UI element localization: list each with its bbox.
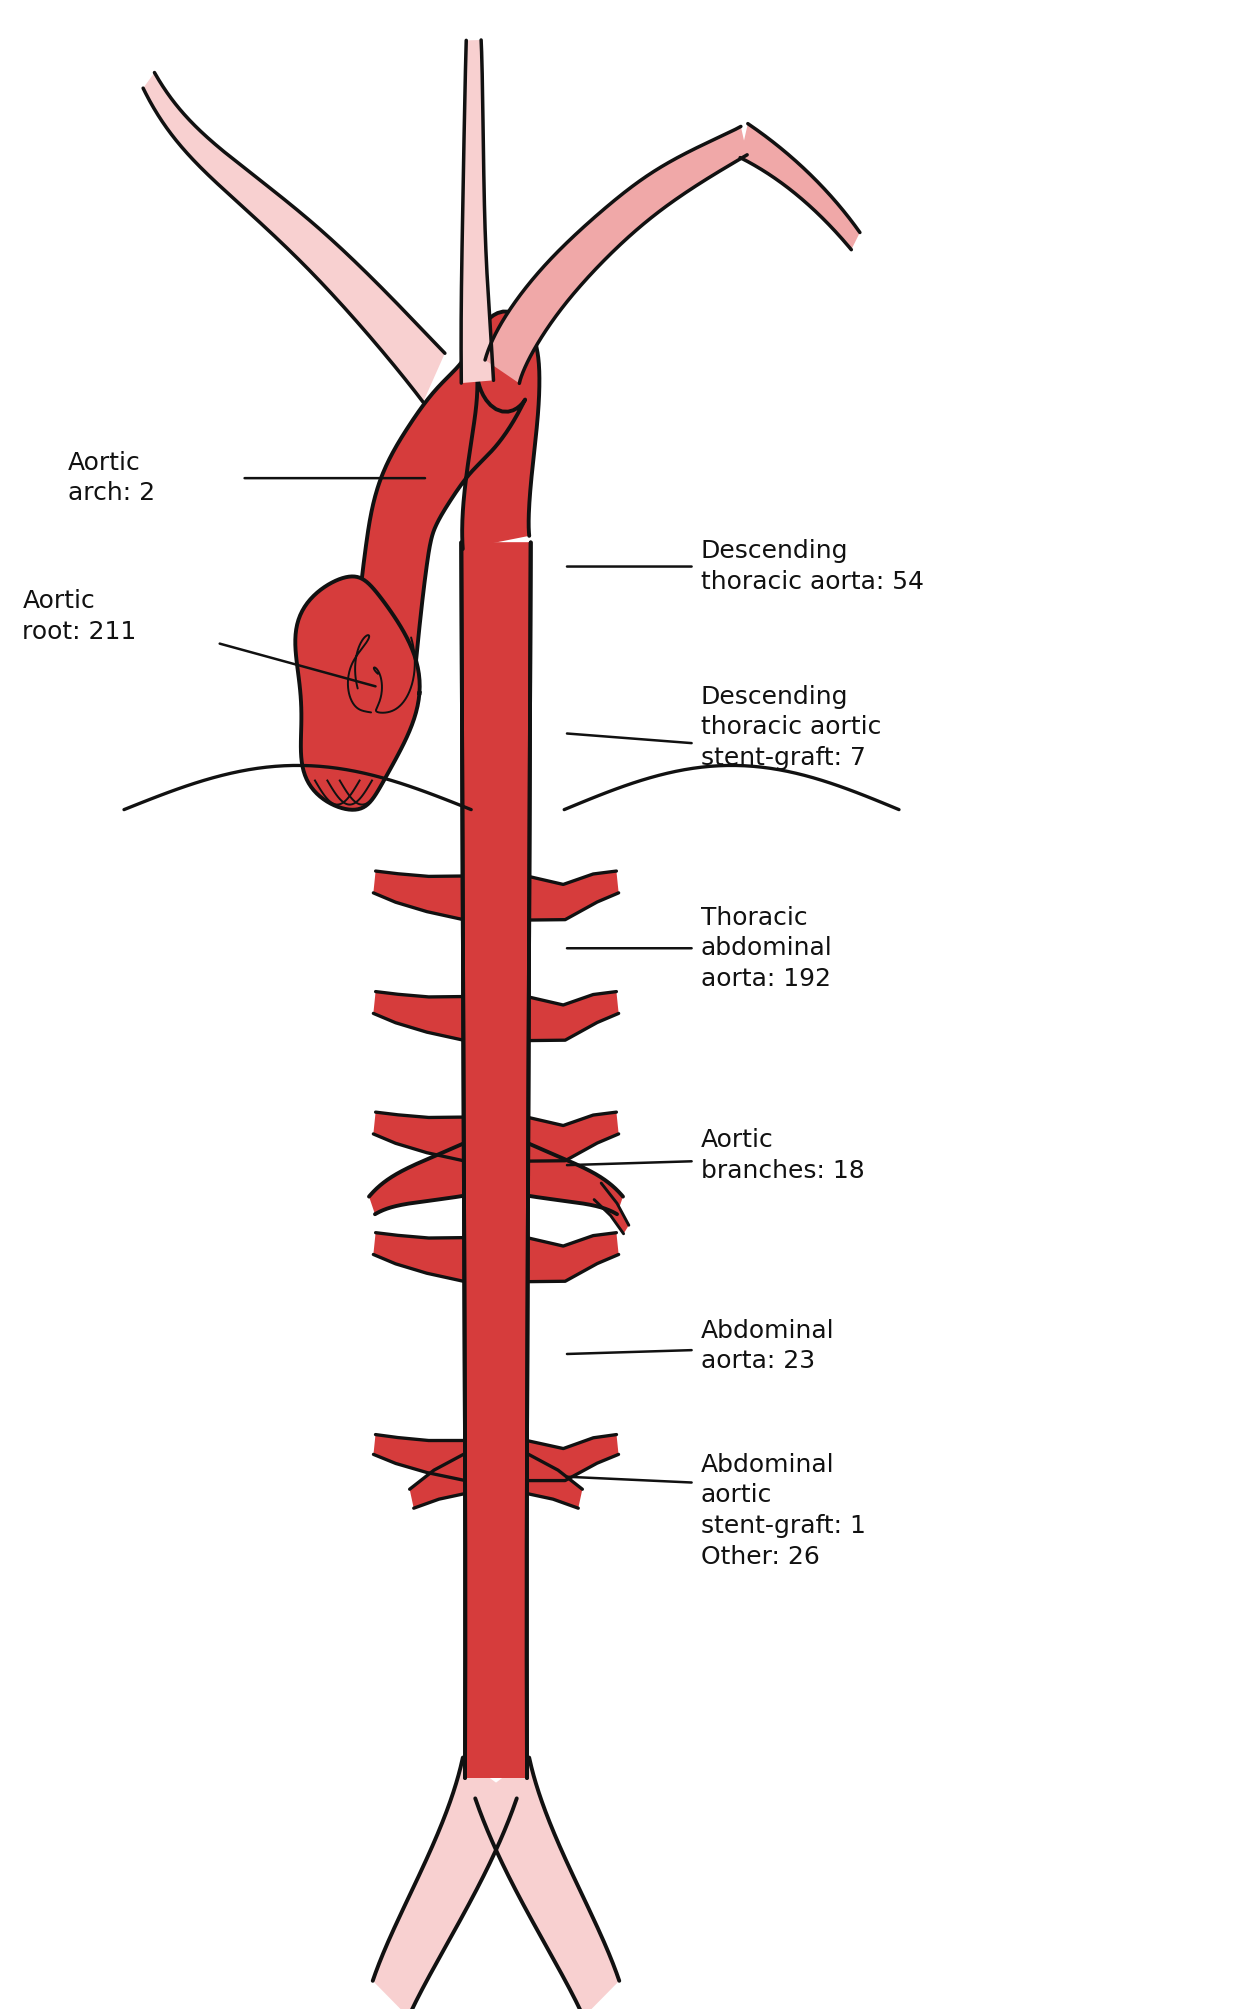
Polygon shape [461, 40, 494, 384]
Polygon shape [353, 311, 539, 671]
Text: Aortic
branches: 18: Aortic branches: 18 [701, 1127, 864, 1183]
Polygon shape [461, 542, 531, 1778]
Polygon shape [143, 72, 445, 402]
Polygon shape [525, 1234, 619, 1282]
Polygon shape [525, 1113, 619, 1161]
Polygon shape [295, 577, 419, 810]
Polygon shape [525, 1434, 619, 1481]
Polygon shape [525, 992, 619, 1041]
Polygon shape [475, 1758, 619, 2009]
Polygon shape [521, 1453, 583, 1509]
Polygon shape [525, 872, 619, 920]
Polygon shape [348, 635, 415, 713]
Text: Aortic
root: 211: Aortic root: 211 [22, 589, 136, 645]
Text: Abdominal
aorta: 23: Abdominal aorta: 23 [701, 1318, 835, 1374]
Polygon shape [373, 1758, 517, 2009]
Polygon shape [373, 992, 467, 1041]
Text: Thoracic
abdominal
aorta: 192: Thoracic abdominal aorta: 192 [701, 906, 832, 990]
Polygon shape [461, 542, 531, 1778]
Polygon shape [373, 1234, 467, 1282]
Text: Abdominal
aortic
stent-graft: 1
Other: 26: Abdominal aortic stent-graft: 1 Other: 2… [701, 1453, 866, 1569]
Text: Descending
thoracic aortic
stent-graft: 7: Descending thoracic aortic stent-graft: … [701, 685, 880, 769]
Polygon shape [740, 125, 859, 249]
Text: Aortic
arch: 2: Aortic arch: 2 [68, 450, 155, 506]
Polygon shape [370, 1143, 469, 1213]
Text: Descending
thoracic aorta: 54: Descending thoracic aorta: 54 [701, 538, 924, 595]
Polygon shape [485, 127, 748, 384]
Polygon shape [373, 872, 467, 920]
Polygon shape [373, 1113, 467, 1161]
Polygon shape [594, 1183, 629, 1234]
Polygon shape [523, 1143, 622, 1213]
Polygon shape [373, 1434, 467, 1481]
Polygon shape [409, 1453, 471, 1509]
